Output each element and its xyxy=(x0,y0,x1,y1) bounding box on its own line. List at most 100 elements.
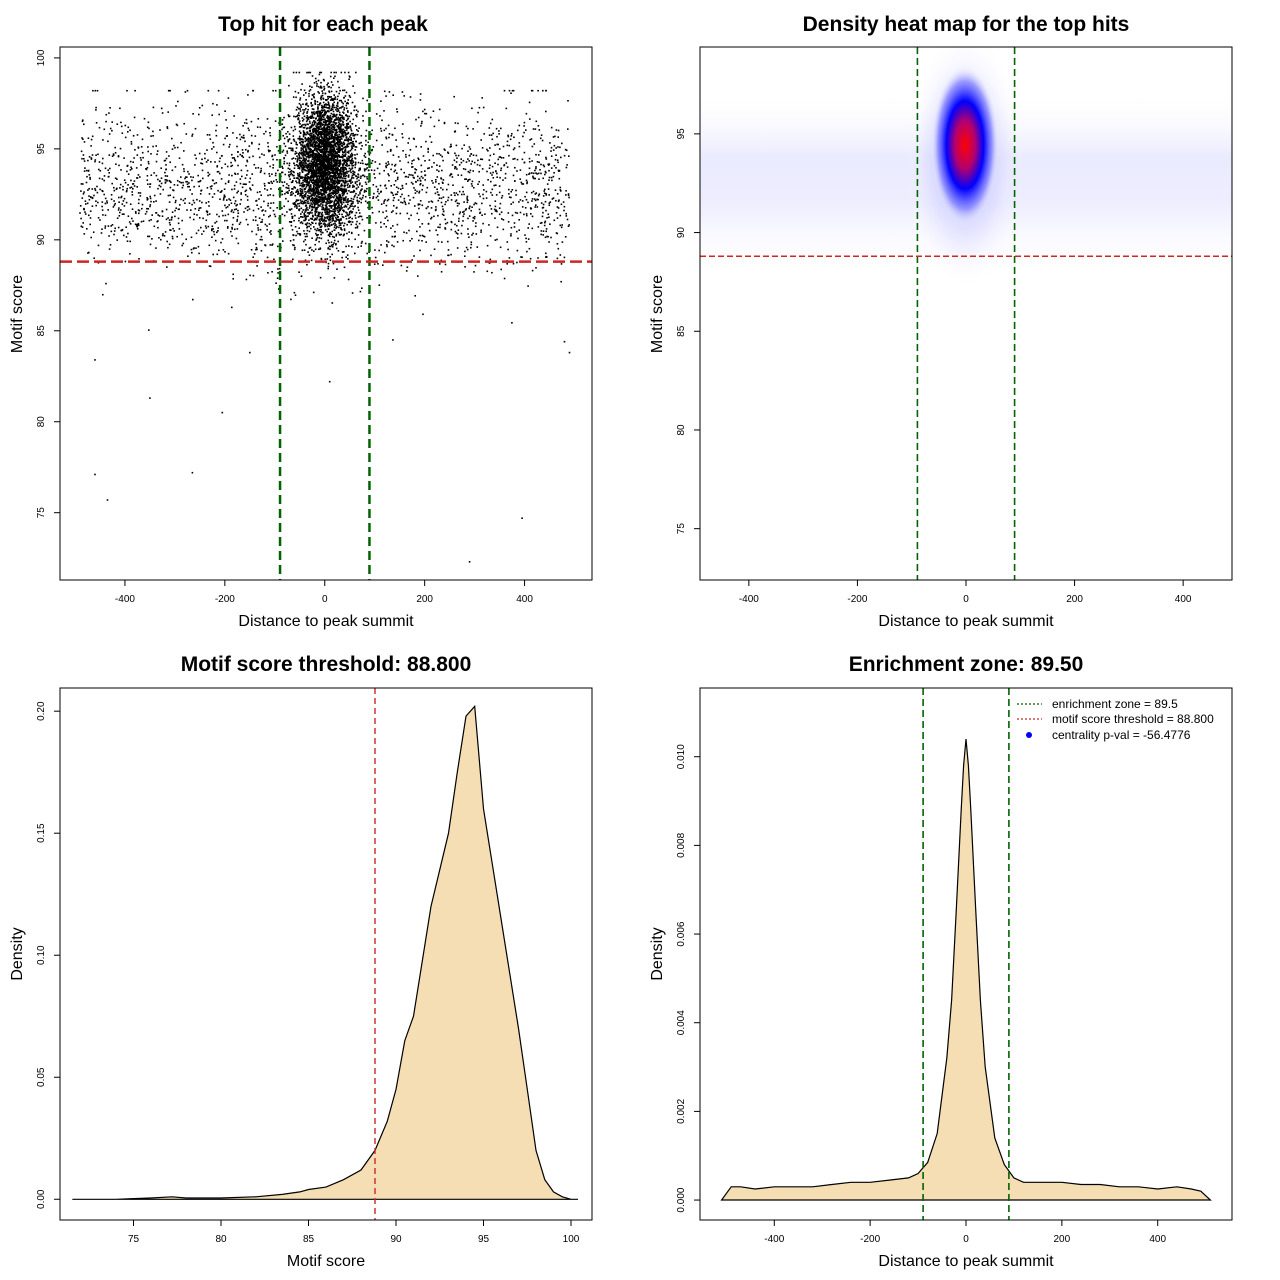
scatter-point xyxy=(442,196,445,198)
scatter-point xyxy=(218,113,220,116)
scatter-point xyxy=(187,185,189,188)
scatter-point xyxy=(375,185,378,188)
scatter-point xyxy=(393,205,395,207)
scatter-point xyxy=(327,247,329,250)
scatter-point xyxy=(457,154,460,157)
scatter-point xyxy=(465,178,467,180)
scatter-point xyxy=(267,142,269,144)
scatter-point xyxy=(84,213,87,215)
scatter-point xyxy=(319,148,321,151)
scatter-point xyxy=(320,194,323,197)
scatter-point xyxy=(209,185,212,188)
scatter-point xyxy=(555,199,557,202)
scatter-point xyxy=(343,97,345,99)
scatter-point xyxy=(303,131,306,134)
scatter-point xyxy=(357,130,359,132)
scatter-point xyxy=(82,222,84,224)
scatter-point xyxy=(308,219,310,221)
scatter-point xyxy=(134,149,136,151)
scatter-point xyxy=(185,238,187,241)
scatter-point xyxy=(178,228,181,230)
scatter-point xyxy=(219,198,221,200)
scatter-point xyxy=(402,150,404,152)
scatter-point xyxy=(397,187,400,190)
scatter-point xyxy=(327,102,330,105)
scatter-point xyxy=(182,181,184,184)
scatter-point xyxy=(128,221,131,223)
scatter-point xyxy=(298,159,301,162)
scatter-point xyxy=(335,115,337,117)
scatter-point xyxy=(325,106,327,108)
scatter-point xyxy=(549,142,551,144)
scatter-point xyxy=(363,189,366,192)
scatter-point xyxy=(506,144,509,147)
scatter-point xyxy=(322,172,324,175)
scatter-point xyxy=(408,217,410,220)
scatter-point xyxy=(214,222,216,224)
scatter-point xyxy=(547,164,550,166)
scatter-point xyxy=(110,194,113,196)
scatter-point xyxy=(150,135,152,137)
scatter-point xyxy=(299,139,301,141)
scatter-point xyxy=(498,133,500,135)
scatter-point xyxy=(232,273,234,276)
scatter-point xyxy=(223,196,225,198)
scatter-point xyxy=(366,202,369,204)
scatter-point xyxy=(461,186,464,189)
scatter-point xyxy=(338,136,340,139)
scatter-point xyxy=(167,217,169,219)
scatter-point xyxy=(96,89,99,92)
scatter-point xyxy=(224,204,226,207)
scatter-point xyxy=(377,188,379,191)
scatter-point xyxy=(356,133,359,136)
scatter-point xyxy=(320,172,323,175)
scatter-point xyxy=(491,174,493,176)
scatter-point xyxy=(433,248,436,250)
scatter-point xyxy=(448,254,450,257)
scatter-point xyxy=(444,222,447,225)
scatter-point xyxy=(337,146,340,148)
scatter-point xyxy=(427,147,429,150)
scatter-point xyxy=(480,229,482,232)
scatter-point xyxy=(312,165,315,168)
scatter-point xyxy=(464,209,467,211)
scatter-point xyxy=(365,190,367,193)
scatter-point xyxy=(536,161,539,163)
scatter-point xyxy=(131,168,133,170)
scatter-point xyxy=(314,173,316,176)
scatter-point xyxy=(122,200,125,202)
scatter-point xyxy=(210,187,213,190)
scatter-point xyxy=(288,84,290,87)
scatter-point xyxy=(196,214,198,216)
scatter-point xyxy=(333,145,335,148)
scatter-point xyxy=(351,174,354,177)
scatter-point xyxy=(438,165,441,167)
scatter-point xyxy=(303,200,305,203)
scatter-point xyxy=(158,237,160,239)
scatter-point xyxy=(357,234,360,236)
scatter-point xyxy=(528,157,531,160)
scatter-point xyxy=(318,180,320,183)
scatter-point xyxy=(202,217,204,220)
scatter-point xyxy=(303,109,306,111)
scatter-point xyxy=(342,111,344,113)
scatter-point xyxy=(354,252,356,255)
scatter-point xyxy=(370,133,373,136)
scatter-point xyxy=(309,246,312,249)
scatter-point xyxy=(329,231,331,234)
scatter-point xyxy=(230,210,233,213)
scatter-point xyxy=(273,258,275,261)
scatter-point xyxy=(242,134,245,137)
scatter-point xyxy=(144,213,147,215)
scatter-point xyxy=(332,182,334,185)
scatter-point xyxy=(331,205,333,207)
scatter-point xyxy=(175,199,177,202)
scatter-point xyxy=(306,117,309,119)
scatter-point xyxy=(114,177,117,179)
scatter-point xyxy=(285,191,288,194)
scatter-point xyxy=(310,177,312,180)
scatter-point xyxy=(150,174,153,176)
scatter-point xyxy=(349,143,351,145)
scatter-point xyxy=(333,220,336,222)
scatter-point xyxy=(325,191,328,193)
